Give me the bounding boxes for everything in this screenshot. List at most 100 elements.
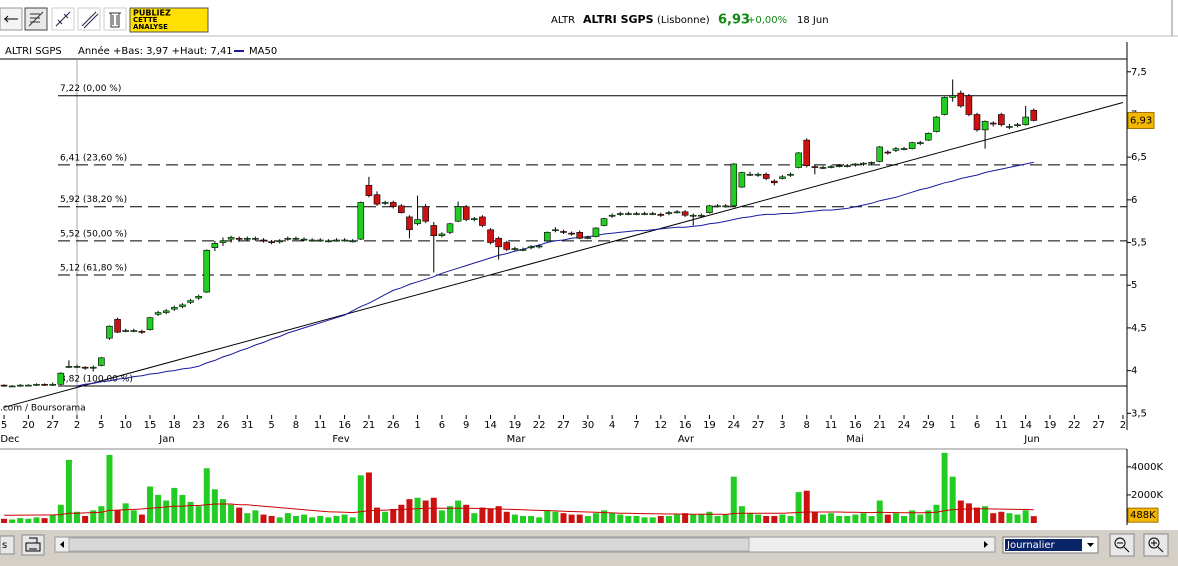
volume-bar [211, 489, 218, 523]
left-button-label: s [2, 540, 7, 551]
zoom-icon [1148, 537, 1160, 549]
publish-button[interactable] [129, 7, 209, 33]
candle-body [179, 304, 186, 307]
candle-body [616, 213, 624, 215]
candle-body [633, 213, 640, 215]
candle-body [438, 233, 446, 237]
candle-body [325, 240, 332, 243]
volume-bar [1006, 513, 1013, 523]
candle-body [657, 214, 665, 216]
x-tick-label: 26 [387, 420, 400, 431]
chart-subtitle: Année +Bas: 3,97 +Haut: 7,41 [78, 45, 233, 57]
volume-bar [868, 515, 875, 523]
x-tick-label: 6 [974, 420, 980, 431]
volume-bar [41, 518, 48, 523]
candle-body [949, 95, 956, 98]
volume-bar [998, 511, 1005, 523]
volume-bar [487, 508, 494, 523]
volume-bar [1, 518, 8, 523]
candle-body [811, 166, 819, 168]
legend-label: MA50 [249, 46, 277, 57]
volume-bar [106, 454, 113, 523]
scroll-thumb[interactable] [68, 537, 750, 552]
volume-bar [706, 511, 713, 523]
candle-body [843, 165, 851, 168]
x-tick-label: 22 [1068, 420, 1081, 431]
volume-bar [17, 518, 24, 523]
tool-icons[interactable] [0, 7, 127, 31]
volume-bar [74, 511, 81, 523]
volume-bar [503, 511, 510, 523]
volume-bar [657, 515, 664, 523]
x-tick-label: 5 [268, 420, 274, 431]
candle-body [787, 173, 794, 176]
volume-bar [244, 513, 251, 523]
candle-body [195, 296, 202, 299]
candle-body [803, 139, 811, 167]
zoom-out[interactable] [1109, 533, 1135, 557]
candle-body [57, 372, 65, 385]
volume-bar [57, 504, 64, 523]
candle-body [706, 205, 713, 213]
volume-bar [633, 515, 640, 523]
candle-body [916, 142, 924, 144]
candle-body [552, 229, 559, 232]
candle-body [649, 213, 656, 215]
candle-body [122, 330, 129, 332]
retracement-label: 7,22 (0,00 %) [60, 84, 121, 94]
volume-bar [398, 504, 405, 523]
volume-bar [187, 501, 194, 523]
candle-body [130, 330, 138, 332]
ma-line [76, 161, 1034, 387]
retracement-label: 5,12 (61,80 %) [60, 263, 127, 273]
tool-icon [81, 11, 99, 29]
volume-bar [155, 494, 162, 523]
candle-body [681, 211, 689, 216]
x-tick-label: 2 [74, 420, 80, 431]
x-tick-label: 29 [922, 420, 935, 431]
candle-body [625, 213, 632, 215]
candle-body [892, 148, 900, 151]
left-button[interactable] [0, 535, 15, 555]
candle-body [89, 366, 97, 369]
volume-bar [1030, 516, 1037, 523]
period-highlight [1005, 539, 1082, 551]
candle-body [316, 239, 324, 242]
x-tick-label: 11 [825, 420, 838, 431]
volume-bar [860, 513, 867, 523]
x-tick-label: 21 [363, 420, 376, 431]
volume-bar [974, 507, 981, 523]
retracement-label: 5,92 (38,20 %) [60, 195, 127, 205]
candle-body [876, 146, 884, 162]
zoom-in[interactable] [1143, 533, 1169, 557]
x-tick-label: 21 [873, 420, 886, 431]
candle-body [398, 205, 405, 213]
volume-bar [276, 517, 283, 523]
volume-bar [130, 510, 137, 523]
x-tick-label: 4 [609, 420, 615, 431]
volume-bar [406, 499, 413, 523]
volume-bar [228, 504, 235, 523]
volume-bar [430, 497, 437, 523]
volume-bar [536, 517, 543, 523]
volume-bar [544, 510, 551, 523]
print-icon [25, 537, 41, 552]
volume-bar [836, 515, 843, 523]
x-tick-label: 27 [46, 420, 59, 431]
candle-body [762, 173, 770, 179]
volume-bar [519, 515, 526, 523]
candle-body [1022, 116, 1029, 126]
candle-body [495, 237, 502, 248]
volume-bar [446, 506, 453, 523]
candle-body [284, 237, 292, 240]
y-tick-label: 6,5 [1131, 152, 1147, 163]
zoom-icon [1117, 542, 1130, 553]
volume-bar [438, 510, 445, 523]
candle-body [471, 218, 478, 220]
tool-icon [28, 11, 44, 27]
x-tick-label: 5 [1, 420, 7, 431]
volume-bar [414, 497, 421, 523]
x-tick-label: 9 [463, 420, 469, 431]
candle-body [146, 317, 154, 330]
volume-bar [746, 513, 753, 523]
